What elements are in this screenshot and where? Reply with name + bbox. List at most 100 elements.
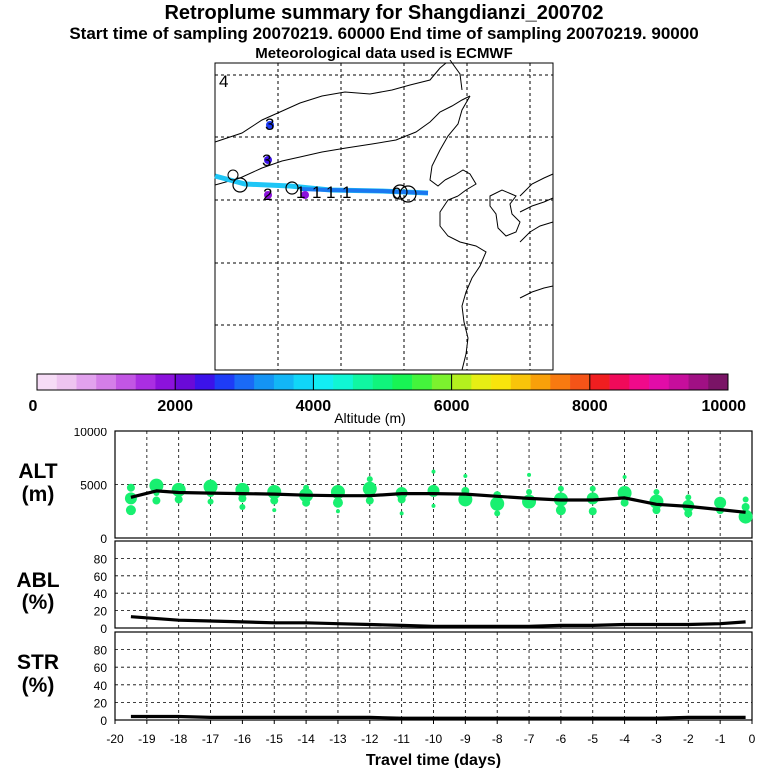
x-tick-label: -11: [393, 732, 410, 746]
scatter-point: [589, 485, 596, 492]
colorbar-cell: [135, 374, 156, 390]
plume-label: 2: [263, 185, 272, 204]
colorbar-cell: [56, 374, 77, 390]
x-tick-label: -16: [234, 732, 252, 746]
scatter-point: [174, 495, 183, 504]
scatter-point: [620, 498, 629, 507]
scatter-point: [152, 496, 161, 505]
colorbar-cell: [37, 374, 58, 390]
colorbar-cell: [530, 374, 551, 390]
x-tick-label: -12: [361, 732, 379, 746]
x-tick-label: -20: [106, 732, 124, 746]
panel-label: STR: [17, 651, 59, 674]
map-coastlines: [214, 59, 554, 371]
colorbar-cell: [688, 374, 709, 390]
scatter-point: [685, 494, 692, 501]
x-tick-label: -15: [266, 732, 284, 746]
y-tick-label: 80: [94, 552, 108, 566]
colorbar-cell: [589, 374, 610, 390]
series-line: [130, 714, 746, 720]
plume-label: 3: [262, 151, 271, 170]
colorbar-cell: [273, 374, 294, 390]
colorbar-cell: [333, 374, 354, 390]
plume-point: [264, 191, 272, 199]
scatter-point: [207, 498, 214, 505]
x-tick-label: -19: [138, 732, 156, 746]
plume-track: [214, 121, 429, 203]
map-frame: [214, 62, 554, 371]
plume-label: 3: [265, 115, 274, 134]
x-tick-label: -8: [492, 732, 503, 746]
y-tick-label: 5000: [80, 479, 107, 493]
colorbar-cell: [649, 374, 670, 390]
colorbar-cell: [313, 374, 334, 390]
y-tick-label: 10000: [74, 428, 108, 439]
y-tick-label: 40: [94, 587, 108, 601]
panel-unit-label: (m): [22, 483, 55, 506]
y-tick-label: 80: [94, 644, 108, 658]
scatter-point: [397, 495, 406, 504]
colorbar-tick-label: 10000: [702, 398, 747, 415]
colorbar-cell: [451, 374, 472, 390]
colorbar-cell: [570, 374, 591, 390]
x-tick-label: -4: [619, 732, 630, 746]
colorbar-cell: [609, 374, 630, 390]
panel-alt: 10000 5000 0 ALT(m): [18, 428, 753, 546]
x-tick-label: -5: [587, 732, 598, 746]
scatter-point: [653, 488, 660, 495]
y-tick-label: 40: [94, 679, 108, 693]
scatter-point: [302, 498, 311, 507]
scatter-point: [125, 505, 136, 516]
y-tick-label: 60: [94, 661, 108, 675]
scatter-point: [622, 475, 627, 480]
plume-point: [392, 184, 408, 200]
y-tick-label: 0: [100, 532, 107, 546]
x-axis-label: Travel time (days): [366, 752, 501, 768]
x-tick-label: -14: [297, 732, 315, 746]
scatter-point: [494, 510, 501, 517]
series-line: [130, 615, 746, 628]
plume-label: 1: [296, 183, 305, 202]
plume-point: [227, 169, 239, 181]
colorbar-cell: [175, 374, 196, 390]
colorbar-cell: [194, 374, 215, 390]
x-tick-label: -9: [460, 732, 471, 746]
scatter-point: [588, 507, 597, 516]
panel-unit-label: (%): [22, 674, 55, 697]
colorbar-tick-label: 4000: [296, 398, 332, 415]
colorbar-cell: [550, 374, 571, 390]
panel-label: ALT: [18, 460, 57, 483]
scatter-point: [335, 509, 340, 514]
x-tick-label: -10: [425, 732, 443, 746]
scatter-point: [742, 496, 749, 503]
plume-point: [285, 181, 299, 195]
panel-unit-label: (%): [22, 591, 55, 614]
plume-number-labels: 4 3 3 2 1 1 1 1 0: [219, 72, 401, 204]
panel-label: ABL: [16, 569, 59, 592]
y-tick-label: 0: [100, 714, 107, 728]
colorbar-cell: [352, 374, 373, 390]
x-tick-label: -6: [556, 732, 567, 746]
colorbar-tick-label: 6000: [434, 398, 470, 415]
scatter-point: [399, 511, 404, 516]
colorbar-cell: [96, 374, 117, 390]
scatter-point: [652, 506, 661, 515]
scatter-point: [366, 476, 373, 483]
plume-label: 1: [312, 183, 321, 202]
scatter-point: [238, 494, 247, 503]
scatter-point: [555, 505, 566, 516]
scatter-point: [303, 484, 310, 491]
colorbar-cell: [510, 374, 531, 390]
colorbar-cell: [155, 374, 176, 390]
scatter-point: [526, 488, 533, 495]
colorbar-cell: [392, 374, 413, 390]
scatter-point: [270, 496, 279, 505]
colorbar-tick-label: 8000: [572, 398, 608, 415]
chart-title: Retroplume summary for Shangdianzi_20070…: [164, 2, 604, 24]
plume-label: 4: [219, 72, 228, 91]
scatter-point: [458, 492, 473, 507]
y-tick-label: 60: [94, 570, 108, 584]
